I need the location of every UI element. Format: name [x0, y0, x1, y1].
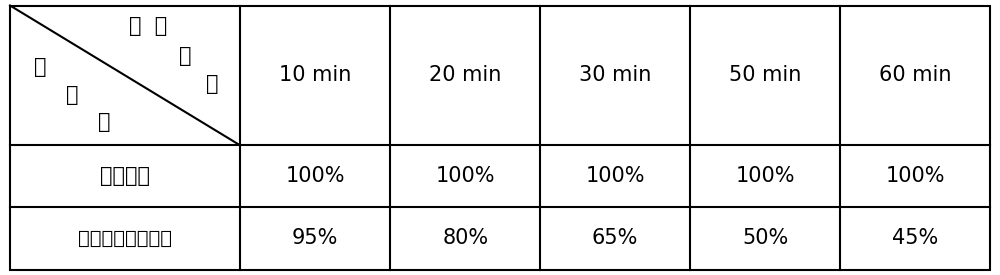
Text: 80%: 80%	[442, 229, 488, 249]
Text: 100%: 100%	[585, 166, 645, 186]
Text: 60 min: 60 min	[879, 65, 951, 86]
Text: 三氧化鹨: 三氧化鹨	[100, 166, 150, 186]
Text: 50 min: 50 min	[729, 65, 801, 86]
Text: 30 min: 30 min	[579, 65, 651, 86]
Text: 100%: 100%	[885, 166, 945, 186]
Text: 10 min: 10 min	[279, 65, 351, 86]
Text: 化: 化	[66, 85, 78, 105]
Text: 100%: 100%	[735, 166, 795, 186]
Text: 剂: 剂	[98, 112, 111, 132]
Text: 65%: 65%	[592, 229, 638, 249]
Text: 20 min: 20 min	[429, 65, 501, 86]
Text: 50%: 50%	[742, 229, 788, 249]
Text: 间: 间	[206, 74, 219, 94]
Text: 95%: 95%	[292, 229, 338, 249]
Text: 100%: 100%	[435, 166, 495, 186]
Text: 纳米三氧化鹨颗粒: 纳米三氧化鹨颗粒	[78, 229, 172, 248]
Text: 时: 时	[179, 46, 191, 66]
Text: 反  应: 反 应	[129, 16, 167, 37]
Text: 45%: 45%	[892, 229, 938, 249]
Text: 催: 催	[34, 57, 46, 77]
Text: 100%: 100%	[286, 166, 345, 186]
